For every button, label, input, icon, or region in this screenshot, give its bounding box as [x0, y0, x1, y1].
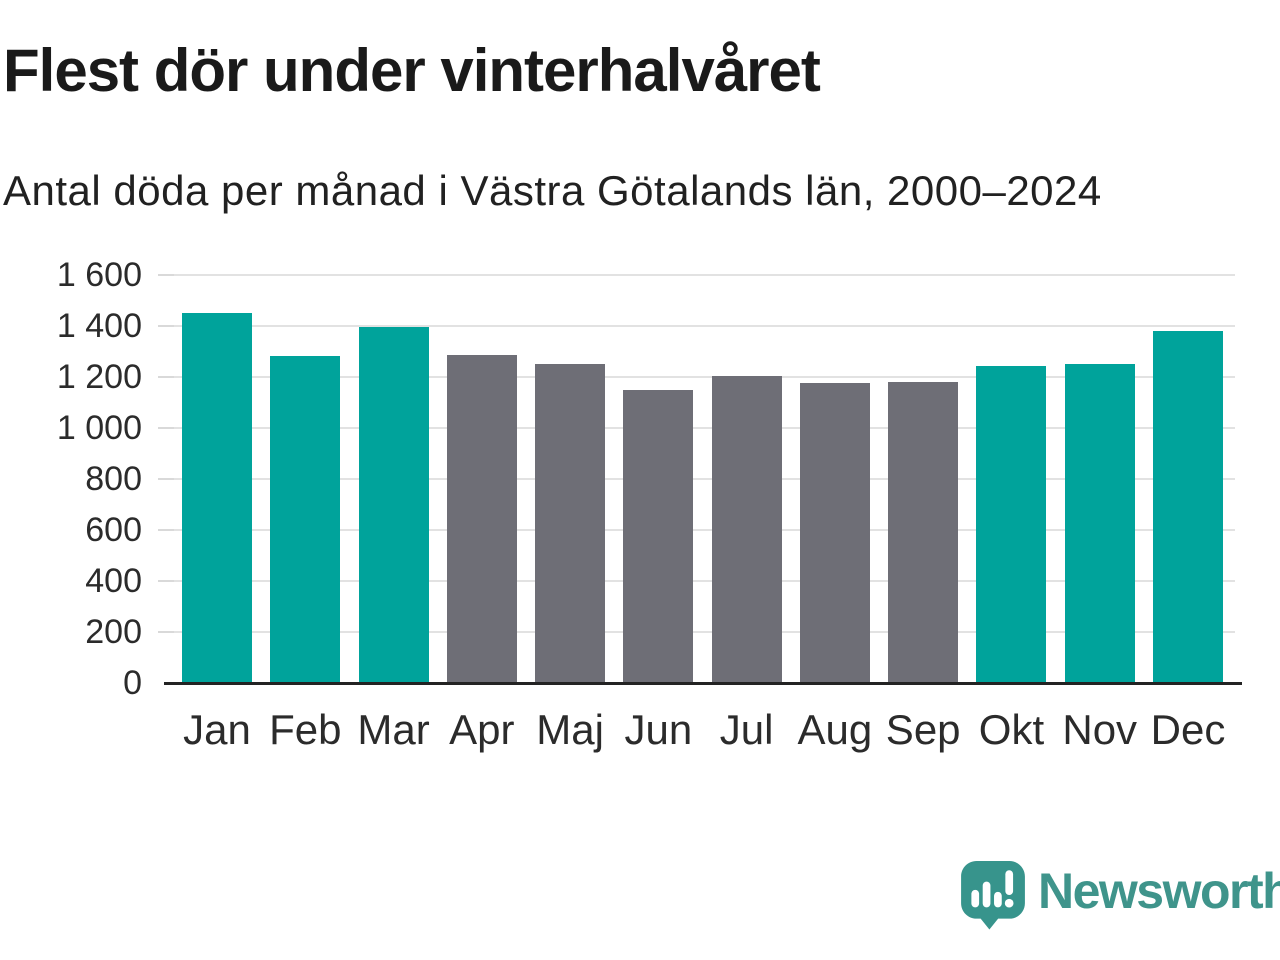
gridline-1400	[170, 325, 1235, 327]
bar-mar	[358, 326, 429, 683]
bar-aug	[799, 382, 870, 683]
gridline-800	[170, 478, 1235, 480]
x-axis-label-jul: Jul	[719, 706, 774, 753]
chart-subtitle: Antal döda per månad i Västra Götalands …	[3, 167, 1102, 214]
x-axis-label-jun: Jun	[624, 706, 693, 753]
y-tick-400	[158, 580, 174, 582]
x-axis-label-aug: Aug	[797, 706, 873, 753]
x-axis-label-apr: Apr	[449, 706, 515, 753]
bar-jan	[182, 312, 252, 683]
x-axis-label-jan: Jan	[183, 706, 251, 753]
bar-okt	[976, 365, 1047, 683]
y-axis-label-200: 200	[85, 613, 142, 651]
x-axis-label-mar: Mar	[357, 706, 430, 753]
gridline-1600	[170, 274, 1235, 276]
bar-jul	[711, 375, 782, 683]
y-axis-label-400: 400	[85, 562, 142, 600]
gridline-400	[170, 580, 1235, 582]
y-axis-label-1200: 1 200	[56, 358, 142, 396]
bar-maj	[535, 364, 606, 683]
y-tick-1600	[158, 274, 174, 276]
newsworthy-logo: Newsworthy	[960, 858, 1280, 932]
y-tick-600	[158, 529, 174, 531]
chart-title: Flest dör under vinterhalvåret	[3, 37, 821, 104]
y-tick-1000	[158, 427, 174, 429]
y-tick-800	[158, 478, 174, 480]
x-axis-label-dec: Dec	[1150, 706, 1226, 753]
y-tick-200	[158, 631, 174, 633]
gridline-600	[170, 529, 1235, 531]
plot-area	[158, 274, 1235, 683]
y-axis-label-1400: 1 400	[56, 307, 142, 345]
y-axis-label-0: 0	[123, 664, 142, 702]
x-axis-label-okt: Okt	[978, 706, 1045, 753]
x-axis-line	[164, 682, 1242, 685]
bar-apr	[446, 355, 517, 683]
y-axis-label-600: 600	[85, 511, 142, 549]
bar-sep	[888, 382, 959, 683]
y-axis-label-1000: 1 000	[56, 409, 142, 447]
bar-jun	[623, 389, 694, 683]
bar-feb	[270, 355, 341, 683]
x-axis-label-sep: Sep	[885, 706, 961, 753]
bar-dec	[1153, 331, 1223, 683]
y-tick-1200	[158, 376, 174, 378]
gridline-1200	[170, 376, 1235, 378]
x-axis-label-maj: Maj	[536, 706, 604, 753]
y-axis-label-800: 800	[85, 460, 142, 498]
bar-nov	[1064, 363, 1135, 683]
y-tick-1400	[158, 325, 174, 327]
newsworthy-speech-bubble-chart-icon	[961, 861, 1025, 930]
y-axis-label-1600: 1 600	[56, 256, 142, 294]
x-axis-label-nov: Nov	[1062, 706, 1138, 753]
newsworthy-wordmark: Newsworthy	[1038, 863, 1280, 919]
gridline-200	[170, 631, 1235, 633]
gridline-1000	[170, 427, 1235, 429]
x-axis-label-feb: Feb	[269, 706, 342, 753]
